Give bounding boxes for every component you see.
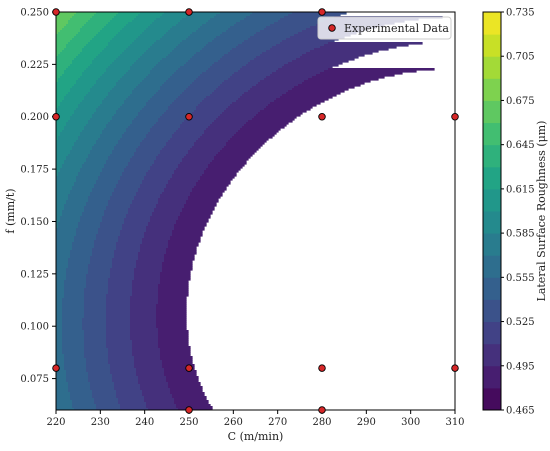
x-tick-label: 310 [445, 417, 464, 428]
colorbar-band [483, 12, 501, 35]
colorbar-band [483, 365, 501, 389]
colorbar-tick-label: 0.645 [506, 140, 535, 151]
colorbar-tick-label: 0.675 [506, 96, 535, 107]
experimental-point [318, 364, 326, 372]
legend-marker [328, 24, 336, 32]
experimental-point [185, 406, 193, 414]
colorbar-frame [482, 11, 502, 411]
colorbar-tick-label: 0.585 [506, 229, 535, 240]
experimental-point [185, 112, 193, 121]
legend-label: Experimental Data [344, 22, 449, 35]
legend-box [317, 16, 452, 40]
colorbar-band [483, 255, 501, 278]
colorbar-tick-label: 0.555 [506, 273, 535, 284]
x-tick-label: 290 [357, 417, 376, 428]
colorbar-tick-label: 0.495 [506, 361, 535, 372]
y-axis-title: f (mm/t) [4, 188, 17, 233]
colorbar-band [483, 387, 501, 411]
x-tick-label: 240 [135, 417, 154, 428]
colorbar-title: Lateral Surface Roughness (μm) [535, 121, 548, 302]
experimental-point [185, 364, 193, 372]
x-axis-title: C (m/min) [228, 430, 284, 443]
colorbar-band [483, 122, 501, 146]
y-tick-label: 0.175 [20, 165, 49, 176]
experimental-point [185, 8, 193, 16]
colorbar-tick-label: 0.705 [506, 52, 535, 63]
colorbar-band [483, 166, 501, 190]
experimental-point [52, 364, 60, 372]
y-tick-label: 0.200 [20, 112, 49, 123]
colorbar-tick-label: 0.615 [506, 184, 535, 195]
experimental-point [451, 112, 459, 121]
y-tick-label: 0.075 [20, 374, 49, 385]
x-tick-label: 270 [268, 417, 287, 428]
x-tick-label: 220 [46, 417, 65, 428]
colorbar-band [483, 277, 501, 300]
x-tick-label: 250 [179, 417, 198, 428]
experimental-point [318, 406, 326, 414]
experimental-point [318, 8, 326, 16]
x-tick-label: 300 [401, 417, 420, 428]
experimental-point [451, 364, 459, 372]
colorbar-band [483, 321, 501, 345]
colorbar-band [483, 78, 501, 101]
colorbar-band [483, 343, 501, 367]
colorbar-tick-label: 0.525 [506, 317, 535, 328]
experimental-point [52, 112, 60, 121]
y-tick-label: 0.125 [20, 269, 49, 280]
y-tick-label: 0.100 [20, 322, 49, 333]
legend: Experimental Data [317, 16, 452, 40]
colorbar-band [483, 211, 501, 234]
colorbar-band [483, 299, 501, 323]
plot-frame [55, 11, 456, 411]
colorbar-band [483, 100, 501, 124]
colorbar-band [483, 233, 501, 256]
y-tick-label: 0.250 [20, 8, 49, 19]
x-tick-label: 260 [224, 417, 243, 428]
colorbar-band [483, 188, 501, 212]
experimental-point [52, 8, 60, 16]
y-tick-label: 0.225 [20, 60, 49, 71]
x-tick-label: 230 [91, 417, 110, 428]
experimental-points [52, 8, 459, 414]
experimental-point [318, 112, 326, 121]
contour-field [56, 12, 443, 410]
colorbar-tick-label: 0.465 [506, 406, 535, 417]
colorbar: 0.465 0.495 0.525 0.555 0.585 0.615 0.645 0.675… [482, 8, 548, 417]
x-tick-label: 280 [312, 417, 331, 428]
colorbar-tick-label: 0.735 [506, 8, 535, 19]
y-tick-label: 0.150 [20, 217, 49, 228]
colorbar-band [483, 144, 501, 168]
colorbar-band [483, 56, 501, 79]
colorbar-band [483, 34, 501, 57]
